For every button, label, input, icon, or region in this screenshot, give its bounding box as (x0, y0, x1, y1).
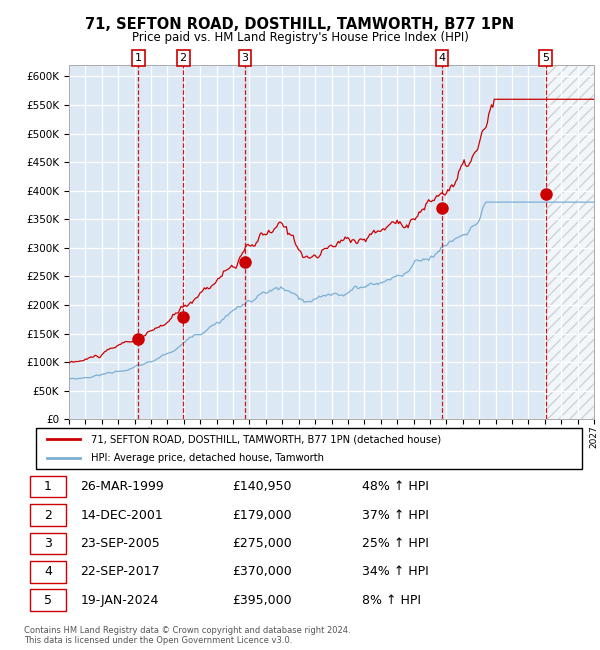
Bar (29, 532, 67, 554)
Text: Price paid vs. HM Land Registry's House Price Index (HPI): Price paid vs. HM Land Registry's House … (131, 31, 469, 44)
Text: £140,950: £140,950 (233, 480, 292, 493)
Text: 48% ↑ HPI: 48% ↑ HPI (362, 480, 429, 493)
Text: 2: 2 (44, 508, 52, 521)
Text: 3: 3 (242, 53, 248, 63)
Text: 26-MAR-1999: 26-MAR-1999 (80, 480, 164, 493)
Text: £370,000: £370,000 (233, 566, 292, 578)
Bar (29, 476, 67, 497)
Text: 5: 5 (44, 593, 52, 606)
Bar (29, 590, 67, 611)
Text: 14-DEC-2001: 14-DEC-2001 (80, 508, 163, 521)
Text: 25% ↑ HPI: 25% ↑ HPI (362, 537, 429, 550)
Text: 22-SEP-2017: 22-SEP-2017 (80, 566, 160, 578)
Text: 1: 1 (135, 53, 142, 63)
Text: Contains HM Land Registry data © Crown copyright and database right 2024.
This d: Contains HM Land Registry data © Crown c… (24, 626, 350, 645)
Text: 3: 3 (44, 537, 52, 550)
Text: 4: 4 (439, 53, 445, 63)
Bar (29, 561, 67, 582)
Text: 2: 2 (179, 53, 187, 63)
Text: 37% ↑ HPI: 37% ↑ HPI (362, 508, 429, 521)
Text: 1: 1 (44, 480, 52, 493)
Text: 34% ↑ HPI: 34% ↑ HPI (362, 566, 429, 578)
Bar (545, 65, 594, 419)
Text: £275,000: £275,000 (233, 537, 292, 550)
Text: £179,000: £179,000 (233, 508, 292, 521)
Text: 71, SEFTON ROAD, DOSTHILL, TAMWORTH, B77 1PN (detached house): 71, SEFTON ROAD, DOSTHILL, TAMWORTH, B77… (91, 434, 441, 445)
Text: 71, SEFTON ROAD, DOSTHILL, TAMWORTH, B77 1PN: 71, SEFTON ROAD, DOSTHILL, TAMWORTH, B77… (85, 17, 515, 32)
Bar (69, 65, 545, 419)
Bar (29, 504, 67, 526)
Text: 4: 4 (44, 566, 52, 578)
Text: HPI: Average price, detached house, Tamworth: HPI: Average price, detached house, Tamw… (91, 453, 323, 463)
Text: £395,000: £395,000 (233, 593, 292, 606)
Text: 19-JAN-2024: 19-JAN-2024 (80, 593, 159, 606)
Text: 5: 5 (542, 53, 549, 63)
Text: 8% ↑ HPI: 8% ↑ HPI (362, 593, 421, 606)
Text: 23-SEP-2005: 23-SEP-2005 (80, 537, 160, 550)
